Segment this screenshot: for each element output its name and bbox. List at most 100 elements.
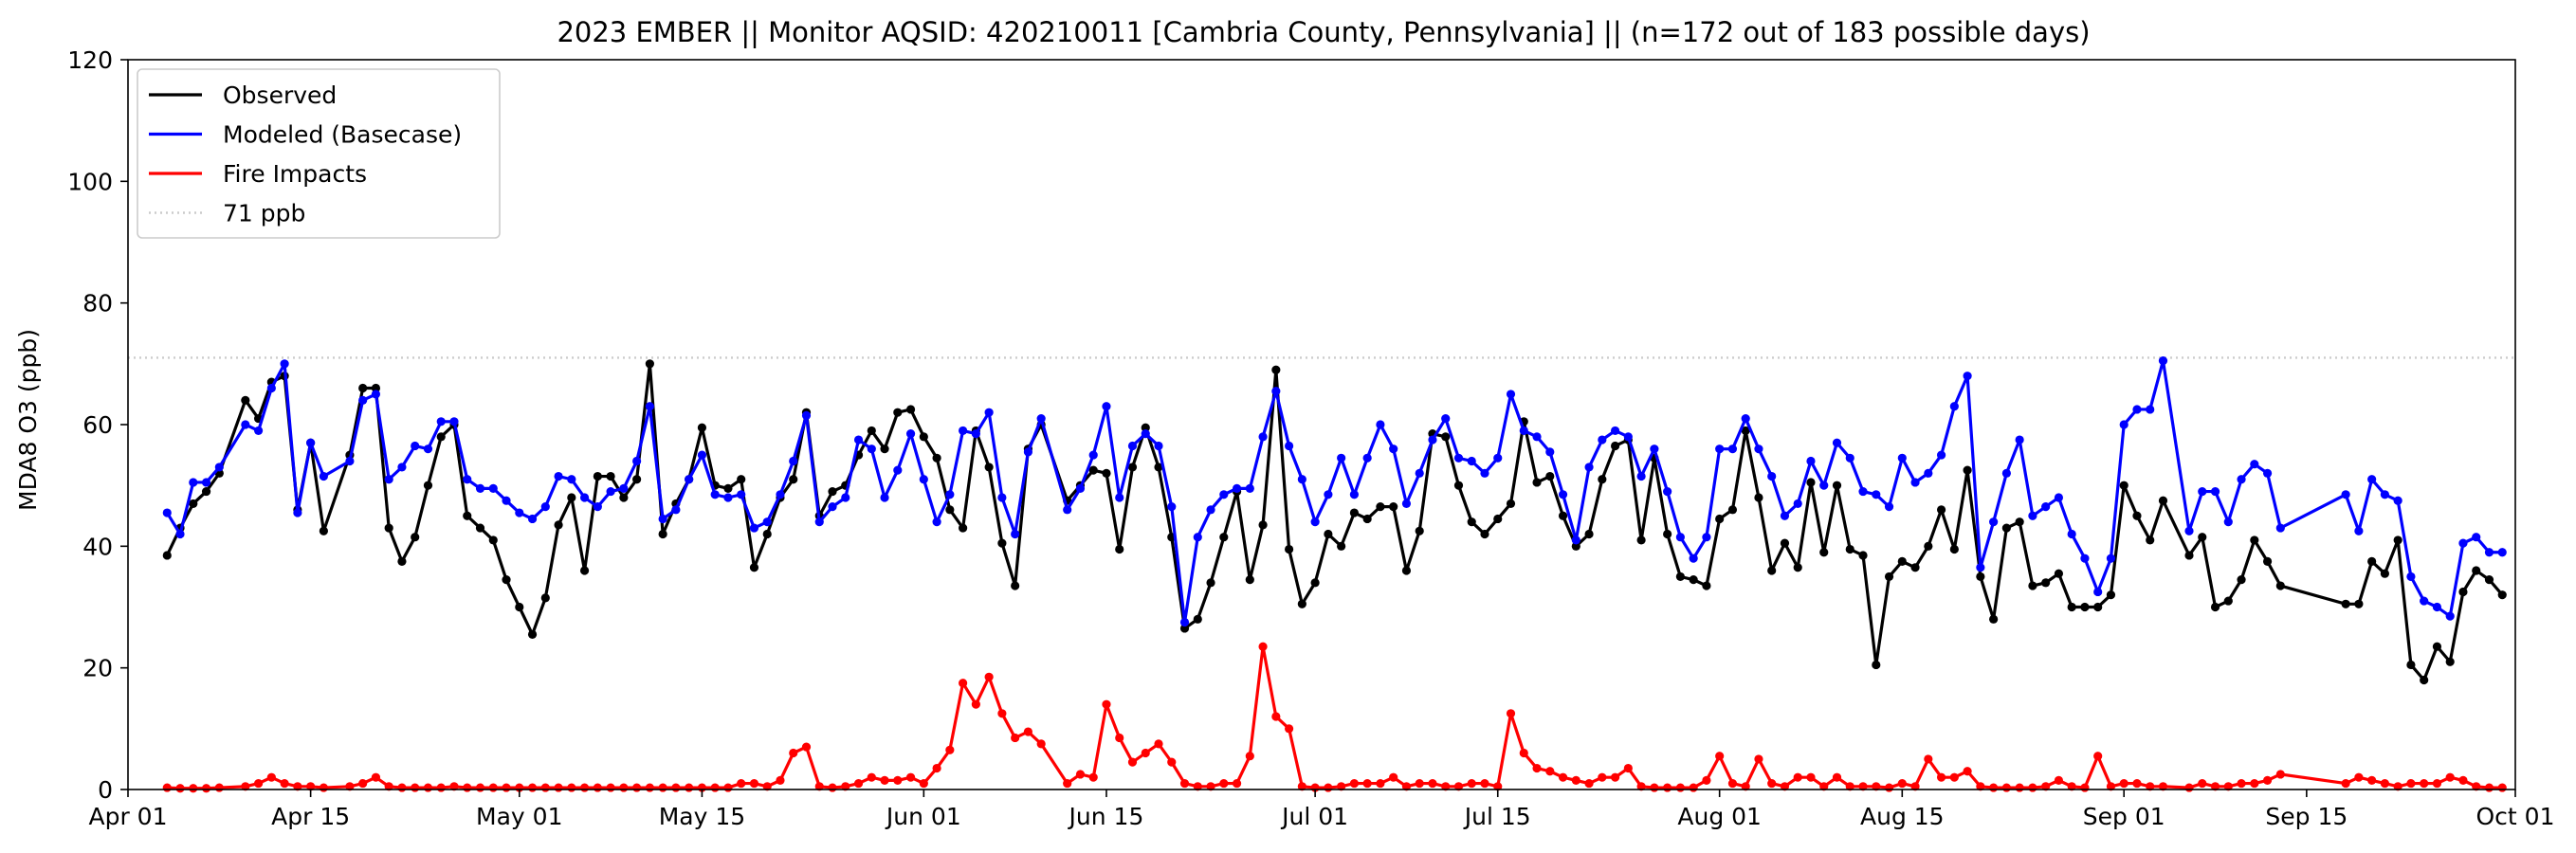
data-point-observed xyxy=(1793,563,1802,572)
data-point-fire-impacts xyxy=(371,772,381,782)
data-point-observed xyxy=(919,432,928,442)
data-point-modeled-basecase xyxy=(1924,468,1933,478)
data-point-modeled-basecase xyxy=(632,456,642,466)
data-point-observed xyxy=(319,526,328,535)
data-point-fire-impacts xyxy=(959,679,968,688)
data-point-observed xyxy=(411,533,420,542)
data-point-observed xyxy=(2354,599,2364,608)
data-point-observed xyxy=(1610,441,1620,451)
data-point-fire-impacts xyxy=(1075,770,1086,779)
data-point-observed xyxy=(1989,614,1999,624)
data-point-observed xyxy=(932,453,941,463)
data-point-fire-impacts xyxy=(2158,782,2168,791)
data-point-fire-impacts xyxy=(567,783,576,792)
data-point-fire-impacts xyxy=(397,783,407,792)
data-point-modeled-basecase xyxy=(2146,405,2155,414)
data-point-modeled-basecase xyxy=(2250,460,2259,469)
data-point-modeled-basecase xyxy=(1401,499,1412,509)
data-point-modeled-basecase xyxy=(515,508,524,517)
data-point-observed xyxy=(945,505,955,515)
data-point-modeled-basecase xyxy=(1545,447,1555,457)
data-point-fire-impacts xyxy=(463,783,472,792)
y-tick-label: 60 xyxy=(82,411,113,439)
data-point-modeled-basecase xyxy=(2406,572,2416,582)
data-point-observed xyxy=(1727,505,1738,515)
x-tick-label: Jul 15 xyxy=(1463,803,1531,830)
data-point-fire-impacts xyxy=(1806,772,1816,782)
data-point-modeled-basecase xyxy=(2158,356,2168,366)
data-point-modeled-basecase xyxy=(540,502,550,512)
data-point-modeled-basecase xyxy=(306,438,316,447)
data-point-fire-impacts xyxy=(853,778,864,789)
data-point-observed xyxy=(2393,535,2402,545)
data-point-fire-impacts xyxy=(1245,752,1254,761)
data-point-modeled-basecase xyxy=(1453,453,1464,463)
data-point-observed xyxy=(1780,538,1790,548)
legend-label-modeled-basecase: Modeled (Basecase) xyxy=(223,121,462,149)
legend-box xyxy=(137,68,501,239)
data-point-modeled-basecase xyxy=(280,359,289,369)
data-point-fire-impacts xyxy=(1063,778,1072,789)
data-point-fire-impacts xyxy=(162,783,172,792)
x-tick-label: Apr 15 xyxy=(271,803,350,830)
data-point-fire-impacts xyxy=(1179,778,1190,789)
data-point-observed xyxy=(2237,575,2246,585)
data-point-modeled-basecase xyxy=(2184,526,2194,535)
data-point-modeled-basecase xyxy=(436,417,446,426)
data-point-modeled-basecase xyxy=(945,490,955,499)
data-point-fire-impacts xyxy=(1324,783,1333,792)
data-point-fire-impacts xyxy=(984,672,994,681)
data-point-observed xyxy=(1976,572,1985,582)
data-point-modeled-basecase xyxy=(475,483,485,493)
data-point-fire-impacts xyxy=(1727,778,1738,789)
data-point-fire-impacts xyxy=(1219,778,1229,789)
data-point-modeled-basecase xyxy=(2132,405,2142,414)
data-point-modeled-basecase xyxy=(1506,390,1516,399)
data-point-observed xyxy=(1324,529,1333,539)
y-tick-label: 120 xyxy=(67,46,113,74)
series-line-fire-impacts xyxy=(167,644,2503,790)
data-point-fire-impacts xyxy=(254,778,264,789)
data-point-fire-impacts xyxy=(2420,778,2429,789)
data-point-modeled-basecase xyxy=(2393,496,2402,505)
x-tick-label: Jun 01 xyxy=(885,803,961,830)
data-point-modeled-basecase xyxy=(984,408,994,417)
x-tick-label: Aug 15 xyxy=(1860,803,1945,830)
data-point-fire-impacts xyxy=(1767,778,1777,789)
data-point-observed xyxy=(2420,675,2429,685)
data-point-fire-impacts xyxy=(1167,757,1177,767)
data-point-observed xyxy=(1376,502,1385,512)
data-point-modeled-basecase xyxy=(776,490,785,499)
data-point-observed xyxy=(1401,566,1412,575)
data-point-modeled-basecase xyxy=(1362,453,1372,463)
data-point-modeled-basecase xyxy=(2237,475,2246,484)
data-point-fire-impacts xyxy=(1976,782,1985,791)
data-point-fire-impacts xyxy=(1872,782,1881,791)
data-point-fire-impacts xyxy=(1884,783,1894,792)
data-point-observed xyxy=(1598,475,1607,484)
data-point-modeled-basecase xyxy=(749,523,759,533)
data-point-fire-impacts xyxy=(1467,778,1476,789)
series-fire-impacts xyxy=(162,642,2507,793)
data-point-modeled-basecase xyxy=(1989,517,1999,527)
data-point-fire-impacts xyxy=(280,778,289,789)
x-tick-label: Sep 15 xyxy=(2265,803,2348,830)
data-point-modeled-basecase xyxy=(645,402,654,411)
data-point-observed xyxy=(1441,432,1451,442)
data-point-modeled-basecase xyxy=(567,475,576,484)
data-point-fire-impacts xyxy=(645,783,654,792)
data-point-fire-impacts xyxy=(867,772,876,782)
data-point-fire-impacts xyxy=(1675,783,1685,792)
data-point-observed xyxy=(1102,468,1111,478)
data-point-modeled-basecase xyxy=(1310,517,1320,527)
data-point-modeled-basecase xyxy=(1036,413,1046,424)
data-point-modeled-basecase xyxy=(1493,453,1503,463)
data-point-modeled-basecase xyxy=(2341,490,2350,499)
data-point-fire-impacts xyxy=(776,775,785,785)
data-point-modeled-basecase xyxy=(2198,486,2207,497)
legend: Observed Modeled (Basecase) Fire Impacts 71… xyxy=(137,68,501,239)
data-point-fire-impacts xyxy=(2028,783,2037,792)
data-point-fire-impacts xyxy=(214,783,224,792)
data-point-observed xyxy=(488,535,498,545)
data-point-observed xyxy=(1832,481,1842,490)
